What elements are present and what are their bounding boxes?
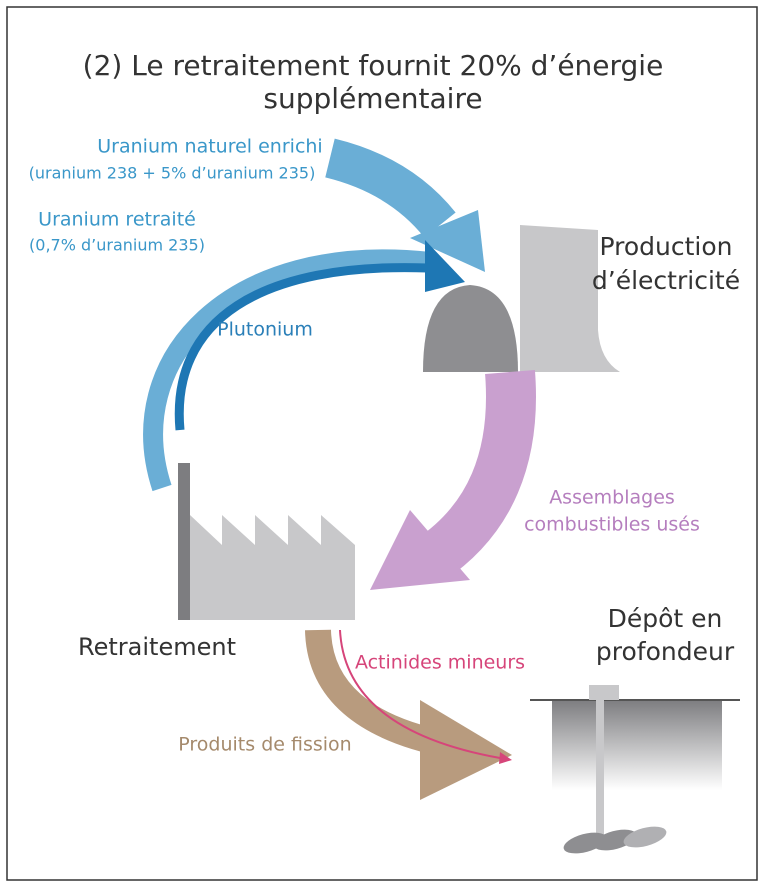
page: {"title": {"lines": ["(2) Le retraitemen… [0,0,765,888]
ground [552,700,722,790]
canisters [561,823,668,858]
label: Produits de fission [178,734,351,756]
reactor-dome [423,285,518,372]
chimney [178,463,190,620]
label: Uranium naturel enrichi [97,136,322,158]
label: profondeur [596,637,735,666]
title: supplémentaire [263,82,482,115]
label: Uranium retraité [38,209,196,231]
label: (0,7% d’uranium 235) [29,236,205,255]
label: Actinides mineurs [355,652,525,674]
label: Production [599,232,732,261]
title: (2) Le retraitement fournit 20% d’énergi… [83,49,664,82]
label: (uranium 238 + 5% d’uranium 235) [29,164,316,183]
arrow-spent-fuel [430,372,511,560]
label: Plutonium [217,319,313,341]
shaft [596,700,604,835]
label: Retraitement [78,633,236,661]
label: combustibles usés [524,514,700,536]
arrow-reprocessed [153,259,430,488]
shaft-head [589,685,619,700]
label: Assemblages [549,487,675,509]
factory [190,515,355,620]
label: d’électricité [592,266,740,295]
diagram: (2) Le retraitement fournit 20% d’énergi… [0,0,765,888]
arrow-plutonium [179,268,428,430]
arrow-enriched [330,158,440,225]
label: Dépôt en [608,604,723,633]
